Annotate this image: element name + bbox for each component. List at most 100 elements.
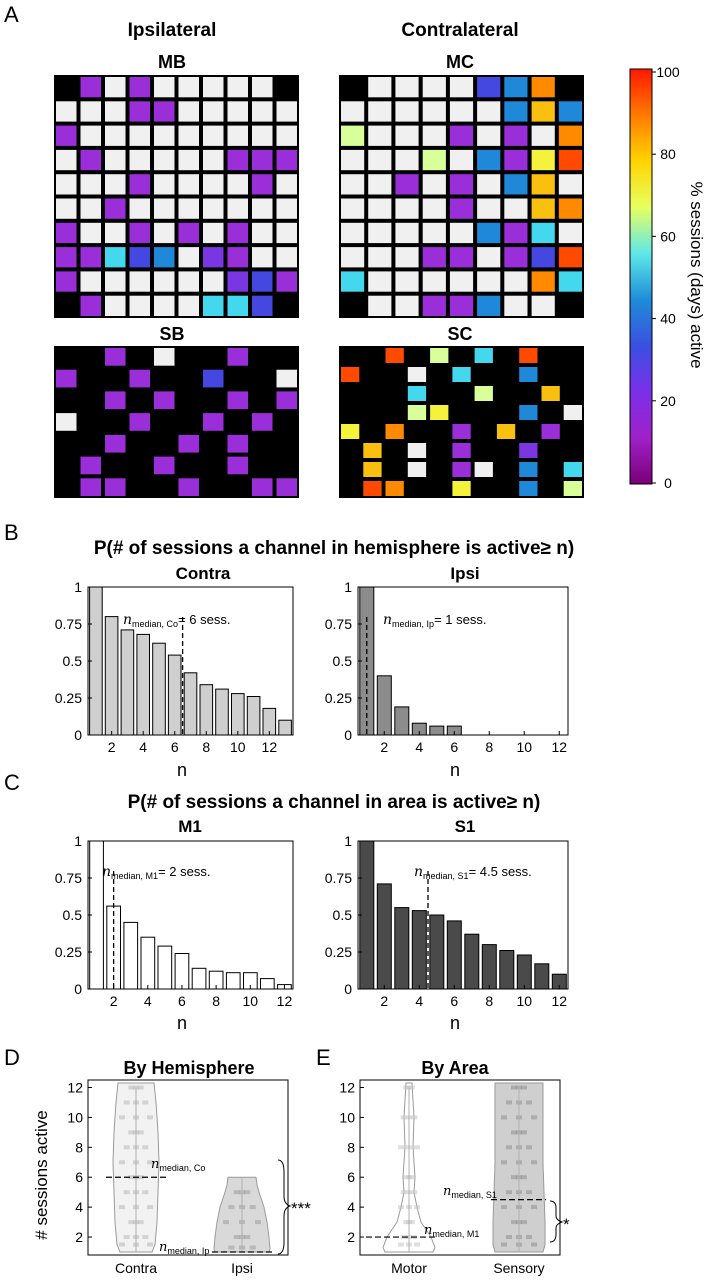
electrode-cell <box>477 77 501 98</box>
data-point <box>526 1235 532 1239</box>
x-tick-label: 4 <box>144 993 152 1009</box>
electrode-cell <box>276 149 297 171</box>
electrode-cell <box>477 101 501 122</box>
y-tick-label: 0 <box>344 727 352 743</box>
electrode-cell <box>541 386 560 401</box>
panel-c-m1-title: M1 <box>178 817 202 836</box>
grid-sc <box>339 346 584 498</box>
bar <box>278 719 292 736</box>
electrode-cell <box>558 198 582 219</box>
electrode-cell <box>422 125 446 146</box>
y-tick-label: 0.75 <box>55 870 82 886</box>
electrode-cell <box>504 198 528 219</box>
panel-b-title: P(# of sessions a channel in hemisphere … <box>94 538 574 559</box>
y-tick-label: 0.5 <box>63 907 83 923</box>
electrode-cell <box>227 295 248 316</box>
electrode-cell <box>363 481 382 496</box>
bar <box>120 629 135 736</box>
electrode-cell <box>154 348 175 366</box>
data-point <box>414 1242 420 1247</box>
bar <box>481 944 497 990</box>
bar <box>464 933 480 990</box>
y-tick-label: 12 <box>67 1079 83 1095</box>
electrode-cell <box>154 456 175 475</box>
electrode-cell <box>519 481 538 496</box>
y-tick-label: 12 <box>339 1079 355 1095</box>
electrode-cell <box>519 405 538 420</box>
electrode-cell <box>252 174 273 195</box>
electrode-cell <box>276 198 297 219</box>
bar <box>167 654 182 736</box>
x-tick-label: 12 <box>277 993 293 1009</box>
median-label-ip: nmedian, Ip <box>159 1240 209 1256</box>
electrode-cell <box>407 443 427 458</box>
electrode-cell <box>477 149 501 171</box>
data-point <box>414 1205 420 1210</box>
electrode-cell <box>129 222 150 244</box>
panel-b-contra-title: Contra <box>176 564 231 583</box>
electrode-cell <box>452 424 471 439</box>
electrode-cell <box>203 77 224 98</box>
electrode-cell <box>422 101 446 122</box>
data-point <box>147 1205 153 1210</box>
electrode-cell <box>252 198 273 219</box>
electrode-cell <box>496 424 516 439</box>
electrode-cell <box>105 174 126 195</box>
y-tick-label: 0.5 <box>63 653 83 669</box>
panel-letter-b: B <box>4 520 19 545</box>
y-tick-label: 10 <box>67 1109 83 1125</box>
electrode-cell <box>80 198 101 219</box>
electrode-cell <box>276 222 297 244</box>
bar <box>123 921 139 990</box>
electrode-cell <box>558 174 582 195</box>
bar <box>231 693 245 736</box>
panel-d-ylabel: # sessions active <box>32 1110 51 1239</box>
electrode-cell <box>276 391 297 410</box>
electrode-cell <box>56 101 77 122</box>
electrode-cell <box>154 295 175 316</box>
data-point <box>123 1100 130 1105</box>
electrode-cell <box>504 247 528 268</box>
x-tick-label: 8 <box>212 993 220 1009</box>
panel-c-m1-xlabel: n <box>177 1013 187 1033</box>
electrode-cell <box>227 101 248 122</box>
electrode-cell <box>276 101 297 122</box>
bar <box>183 672 198 736</box>
electrode-cell <box>203 271 224 292</box>
panel-letter-e: E <box>316 1045 331 1070</box>
electrode-cell <box>178 77 199 98</box>
electrode-cell <box>341 125 365 146</box>
data-point <box>119 1205 125 1210</box>
electrode-cell <box>129 198 150 219</box>
data-point <box>119 1242 125 1247</box>
panel-e-title: By Area <box>421 1058 489 1078</box>
data-point <box>511 1130 517 1135</box>
electrode-cell <box>80 222 101 244</box>
electrode-cell <box>504 174 528 195</box>
median-m1: nmedian, M1= 2 sess. <box>102 864 210 881</box>
electrode-cell <box>129 413 150 431</box>
median-label-s1: nmedian, S1 <box>443 1184 497 1200</box>
data-point <box>228 1205 235 1210</box>
colorbar-ticks: 100 80 60 40 20 0 <box>652 64 680 491</box>
electrode-cell <box>276 369 297 388</box>
electrode-cell <box>541 424 560 439</box>
x-tick-label: 4 <box>415 993 423 1009</box>
y-tick-label: 0.5 <box>333 653 353 669</box>
electrode-cell <box>252 125 273 146</box>
bar <box>534 963 550 990</box>
electrode-cell <box>449 271 474 292</box>
colorbar-tick-label: 60 <box>660 228 676 244</box>
y-tick-label: 0.25 <box>55 944 82 960</box>
y-tick-label: 4 <box>75 1199 83 1215</box>
electrode-cell <box>504 271 528 292</box>
electrode-cell <box>395 198 419 219</box>
bar <box>394 907 410 990</box>
electrode-cell <box>80 247 101 268</box>
data-point <box>501 1205 507 1210</box>
electrode-cell <box>276 271 297 292</box>
electrode-cell <box>385 481 404 496</box>
electrode-cell <box>129 174 150 195</box>
